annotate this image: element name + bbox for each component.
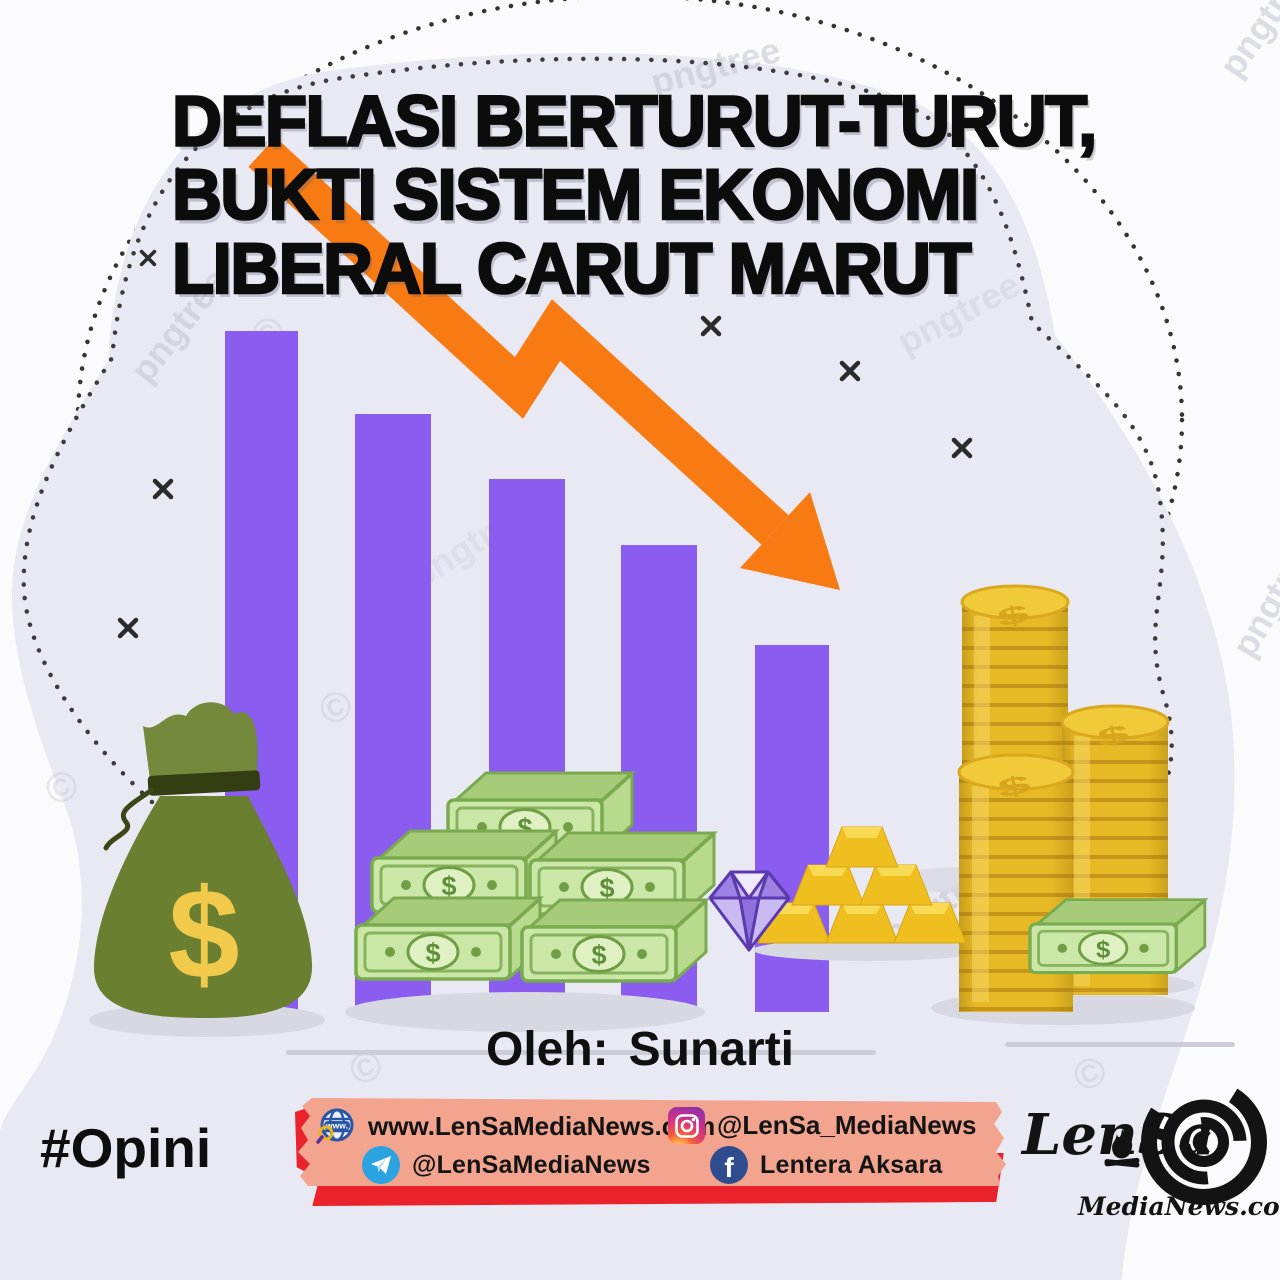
coin-stack-front: $ (957, 753, 1075, 1012)
logo-domain: MediaNews.com (1078, 1192, 1280, 1221)
svg-text:www.: www. (325, 1121, 348, 1131)
facebook-row: f Lentera Aksara (710, 1146, 943, 1184)
title-line-1: DEFLASI BERTURUT-TURUT, (171, 80, 1099, 161)
telegram-icon (362, 1146, 400, 1184)
lensa-logo: LenSa MediaNews.com (1018, 1068, 1280, 1272)
telegram-label: @LenSaMediaNews (412, 1150, 651, 1179)
svg-text:pngtree: pngtree (1211, 0, 1280, 85)
instagram-icon (668, 1107, 705, 1144)
byline: Oleh: Sunarti (0, 1022, 1280, 1077)
title-line-2: BUKTI SISTEM EKONOMI (171, 154, 981, 235)
dotted-circle-outline (75, 0, 1185, 847)
author-name: Sunarti (628, 1023, 795, 1076)
svg-text:pngtree: pngtree (1223, 529, 1280, 664)
telegram-row: @LenSaMediaNews (362, 1146, 651, 1184)
facebook-label: Lentera Aksara (760, 1150, 943, 1179)
svg-text:$: $ (168, 863, 239, 1006)
facebook-icon: f (710, 1146, 748, 1184)
globe-www-icon: www. (316, 1108, 354, 1144)
svg-text:$: $ (995, 599, 1031, 633)
facebook-f: f (724, 1152, 734, 1183)
hashtag-opini: #Opini (40, 1117, 212, 1179)
coin-stacks: $ $ $ (957, 584, 1170, 1012)
down-arrow (248, 137, 840, 590)
social-banner: www. www.LenSaMediaNews.com @LenSa_Media… (298, 1098, 1006, 1186)
instagram-label: @LenSa_MediaNews (717, 1110, 977, 1140)
money-bag: $ (94, 702, 313, 1018)
website-label: www.LenSaMediaNews.com (368, 1110, 716, 1141)
byline-label: Oleh: (485, 1023, 609, 1076)
lens-spiral-icon (1141, 1079, 1267, 1205)
svg-text:$: $ (1095, 719, 1131, 753)
instagram-row: @LenSa_MediaNews (668, 1107, 976, 1144)
logo-name: LenSa (1022, 1102, 1215, 1168)
single-banknote (1028, 898, 1207, 975)
diamond-icon (708, 870, 791, 952)
campfire-icon (1104, 1129, 1140, 1168)
website-row: www. www.LenSaMediaNews.com (316, 1106, 715, 1146)
page-title: DEFLASI BERTURUT-TURUT, BUKTI SISTEM EKO… (171, 80, 1099, 309)
title-line-3: LIBERAL CARUT MARUT (171, 228, 973, 309)
svg-text:$: $ (995, 768, 1033, 804)
